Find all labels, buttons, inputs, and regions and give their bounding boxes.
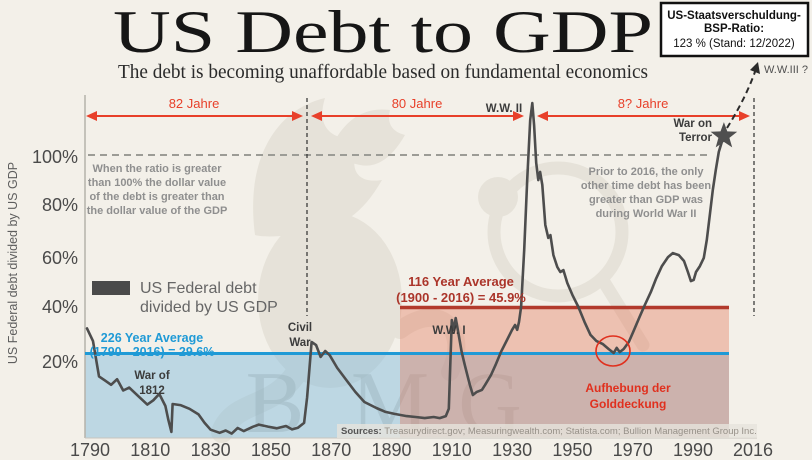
ww3-arrowhead-icon [750,62,760,74]
ww2-label: W.W. II [486,103,522,115]
ratio-note: When the ratio is greater than 100% the … [87,163,228,217]
page-title: US Debt to GDP [113,0,653,65]
x-tick-1950: 1950 [552,440,592,460]
svg-text:greater than GDP was: greater than GDP was [589,194,703,206]
info-box-line1: US-Staatsverschuldung- [667,10,801,22]
svg-text:Sources: Treasurydirect.gov; M: Sources: Treasurydirect.gov; Measuringwe… [341,426,757,437]
x-tick-1970: 1970 [613,440,653,460]
gold-decoupling-label: Aufhebung der Golddeckung [585,381,671,411]
y-tick-20pct: 20% [42,352,78,372]
debt-to-gdp-curve [85,101,726,435]
x-tick-1790: 1790 [70,440,110,460]
era-label-80-jahre: 80 Jahre [392,96,443,111]
gold-decoupling-circle [595,335,631,367]
sources-label: Sources: [341,426,384,437]
sources-strip: Sources: Treasurydirect.gov; Measuringwe… [337,424,757,438]
war-on-terror-label: War on Terror [673,118,712,144]
page-subtitle: The debt is becoming unaffordable based … [118,61,648,83]
svg-text:1812: 1812 [139,385,165,397]
info-box-line3: 123 % (Stand: 12/2022) [673,38,795,50]
legend-swatch [92,281,130,295]
staatsverschuldung-info-box: US-Staatsverschuldung- BSP-Ratio: 123 % … [659,1,810,58]
x-tick-1890: 1890 [371,440,411,460]
svg-text:Aufhebung der: Aufhebung der [585,381,671,395]
svg-text:When the ratio is greater: When the ratio is greater [93,163,223,175]
svg-text:of the debt is greater than: of the debt is greater than [89,191,224,203]
svg-text:116 Year Average: 116 Year Average [408,274,514,289]
war-on-terror-star-icon [710,122,738,148]
svg-text:Prior to 2016, the only: Prior to 2016, the only [589,166,705,178]
ww3-label: W.W.III ? [764,64,808,76]
svg-text:War of: War of [134,370,170,382]
svg-text:Civil: Civil [288,322,312,334]
red-average-label: 116 Year Average (1900 - 2016) = 45.9% [396,274,526,305]
svg-text:War on: War on [673,118,712,130]
svg-text:War: War [289,337,311,349]
svg-text:the dollar value of the GDP: the dollar value of the GDP [87,205,228,217]
y-axis-title: US Federal debt divided by US GDP [6,162,20,364]
sources-bar [337,424,757,438]
svg-text:Terror: Terror [679,132,713,144]
ww3-dashed-arrow [726,68,757,129]
x-tick-labels: 1790 1810 1830 1850 1870 1890 1910 1930 1950 1970… [70,440,773,460]
x-tick-1830: 1830 [191,440,231,460]
svg-text:during World War II: during World War II [596,208,697,220]
ww1-label: W.W. I [432,325,465,337]
y-tick-80pct: 80% [42,195,78,215]
blue-average-region [85,353,729,438]
svg-text:(1900 - 2016) = 45.9%: (1900 - 2016) = 45.9% [396,290,526,305]
legend: US Federal debt divided by US GDP [92,280,278,316]
y-tick-labels: 100% 80% 60% 40% 20% [32,147,78,372]
y-tick-100pct: 100% [32,147,78,167]
y-tick-40pct: 40% [42,297,78,317]
y-tick-60pct: 60% [42,248,78,268]
x-tick-2016: 2016 [733,440,773,460]
svg-text:than 100% the dollar value: than 100% the dollar value [88,177,226,189]
sources-text: Treasurydirect.gov; Measuringwealth.com;… [384,426,756,437]
svg-text:other time debt has been: other time debt has been [581,180,711,192]
bmg-griffin-watermark-icon [211,98,650,443]
era-arrows [86,111,750,121]
civil-war-label: Civil War [288,322,312,349]
info-box-line2: BSP-Ratio: [704,23,764,35]
watermark-letter-b: B [246,355,305,452]
era-label-8x-jahre: 8? Jahre [618,96,669,111]
x-tick-1870: 1870 [311,440,351,460]
legend-line1: US Federal debt [140,280,257,297]
legend-line2: divided by US GDP [140,299,278,316]
x-tick-1910: 1910 [432,440,472,460]
x-tick-1930: 1930 [492,440,532,460]
blue-average-label: 226 Year Average (1790 - 2016) = 29.6% [90,331,215,359]
war-of-1812-label: War of 1812 [134,370,170,397]
x-tick-1990: 1990 [673,440,713,460]
svg-text:Golddeckung: Golddeckung [590,397,667,411]
svg-text:(1790 - 2016) = 29.6%: (1790 - 2016) = 29.6% [90,345,215,359]
x-tick-1850: 1850 [251,440,291,460]
x-tick-1810: 1810 [130,440,170,460]
era-label-82-jahre: 82 Jahre [169,96,220,111]
prior-2016-note: Prior to 2016, the only other time debt … [581,166,711,220]
svg-text:226 Year Average: 226 Year Average [101,331,203,345]
